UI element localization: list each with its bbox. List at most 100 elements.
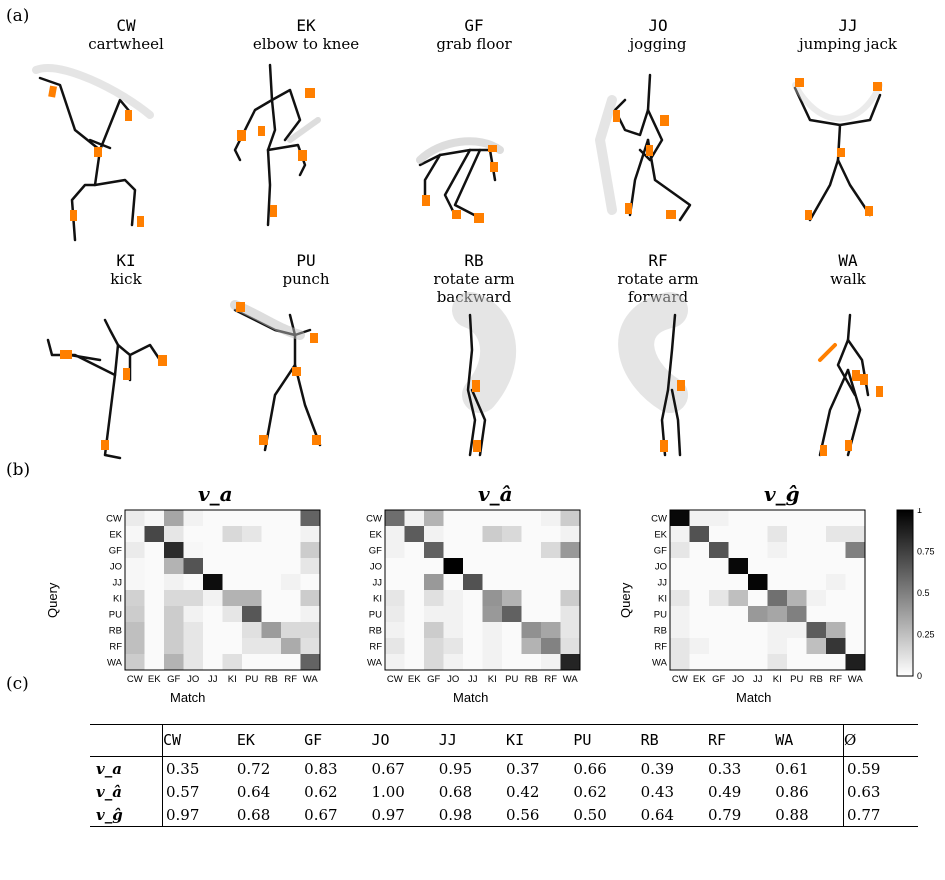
heatmap-col-tick: JJ	[468, 674, 478, 685]
colorbar-tick: 0.75	[917, 547, 935, 557]
table-header-row: CW EK GF JO JJ KI PU RB RF WA Ø	[90, 724, 918, 757]
heatmap-cell	[463, 638, 483, 655]
action-code: JO	[648, 16, 668, 35]
heatmap-cell	[385, 558, 405, 575]
heatmap-cell	[748, 510, 768, 527]
heatmap-cell	[482, 542, 503, 559]
heatmap-cell	[424, 510, 444, 527]
heatmap-cell	[222, 606, 243, 623]
heatmap-row-tick: PU	[109, 610, 122, 621]
heatmap-cell	[845, 510, 866, 527]
heatmap-cell	[502, 526, 522, 543]
heatmap-cell	[443, 654, 464, 671]
heatmap-cell	[482, 574, 503, 591]
heatmap-cell	[670, 574, 690, 591]
heatmap-cell	[443, 510, 464, 527]
heatmap-cell	[443, 558, 464, 575]
heatmap-col-tick: RF	[829, 674, 842, 685]
action-title-ek: EK elbow to knee	[236, 16, 376, 53]
heatmap-cell	[164, 574, 184, 591]
table-cell: 0.50	[573, 803, 641, 827]
heatmap-cell	[806, 526, 827, 543]
heatmap-cell	[125, 606, 145, 623]
heatmap-cell	[806, 606, 827, 623]
heatmap-cell	[521, 622, 542, 639]
table-header-cell: CW	[161, 724, 237, 757]
heatmap-cell	[424, 574, 444, 591]
heatmap-row-tick: RF	[654, 642, 667, 653]
heatmap-col-tick: WA	[563, 674, 579, 685]
heatmap-cell	[845, 574, 866, 591]
heatmap-cell	[183, 526, 204, 543]
heatmap-cell	[845, 654, 866, 671]
heatmap-cell	[728, 558, 749, 575]
heatmap-cell	[443, 622, 464, 639]
heatmap-cell	[521, 558, 542, 575]
skeleton-ek	[233, 63, 321, 227]
heatmap-cell	[261, 542, 282, 559]
heatmap-cell	[541, 606, 561, 623]
heatmap-cell	[463, 542, 483, 559]
heatmap-cell	[385, 574, 405, 591]
heatmap-cell	[424, 606, 444, 623]
heatmap-cell	[670, 638, 690, 655]
heatmap-cell	[443, 526, 464, 543]
heatmap-cell	[300, 590, 321, 607]
heatmap-cell	[482, 638, 503, 655]
heatmap-cell	[787, 574, 807, 591]
heatmap-cell	[144, 574, 165, 591]
heatmap-col-tick: RB	[810, 674, 823, 685]
heatmap-cell	[385, 510, 405, 527]
heatmap-col-tick: PU	[790, 674, 803, 685]
heatmap-cell	[281, 574, 301, 591]
heatmap-cell	[222, 574, 243, 591]
heatmap-cell	[689, 574, 710, 591]
heatmap-cell	[242, 654, 262, 671]
heatmap-cell	[261, 606, 282, 623]
action-title-jj: JJ jumping jack	[778, 16, 918, 53]
heatmap-cell	[443, 606, 464, 623]
table-cell: 0.79	[707, 803, 776, 827]
table-cell: 0.97	[161, 803, 237, 827]
heatmap-cell	[689, 606, 710, 623]
heatmap-cell	[261, 622, 282, 639]
table-cell: 0.68	[236, 803, 305, 827]
heatmap-cell	[709, 558, 729, 575]
heatmap-col-tick: JO	[187, 674, 199, 685]
heatmap-col-tick: JO	[447, 674, 459, 685]
heatmap-cell	[502, 558, 522, 575]
heatmap-cell	[164, 526, 184, 543]
heatmap-col-tick: RB	[525, 674, 538, 685]
heatmap-cell	[463, 574, 483, 591]
heatmap-cell	[183, 542, 204, 559]
heatmap-cell	[144, 606, 165, 623]
action-title-gf: GF grab floor	[404, 16, 544, 53]
heatmap-cell	[709, 654, 729, 671]
heatmap-row-tick: RB	[369, 626, 382, 637]
heatmap-cell	[670, 606, 690, 623]
heatmap-cell	[806, 510, 827, 527]
heatmap-cell	[385, 542, 405, 559]
heatmap-cell	[203, 638, 223, 655]
heatmap-cell	[125, 654, 145, 671]
colorbar-tick: 0.5	[917, 588, 930, 598]
table-cell: 0.97	[371, 803, 439, 827]
heatmap-cell	[300, 574, 321, 591]
heatmap-row-tick: RF	[109, 642, 122, 653]
heatmap-cell	[748, 558, 768, 575]
heatmap-cell	[261, 654, 282, 671]
heatmap-cell	[502, 510, 522, 527]
heatmap-cell	[541, 574, 561, 591]
heatmap-cell	[482, 590, 503, 607]
heatmap-cell	[748, 574, 768, 591]
heatmap-cell	[125, 510, 145, 527]
heatmap-cell	[281, 622, 301, 639]
heatmap-cell	[385, 526, 405, 543]
heatmap-cell	[560, 558, 581, 575]
heatmap-cell	[728, 574, 749, 591]
heatmap-cell	[203, 654, 223, 671]
heatmap-cell	[424, 622, 444, 639]
table-cell: 0.88	[775, 803, 844, 827]
heatmap-cell	[845, 558, 866, 575]
heatmap-cell	[767, 558, 788, 575]
